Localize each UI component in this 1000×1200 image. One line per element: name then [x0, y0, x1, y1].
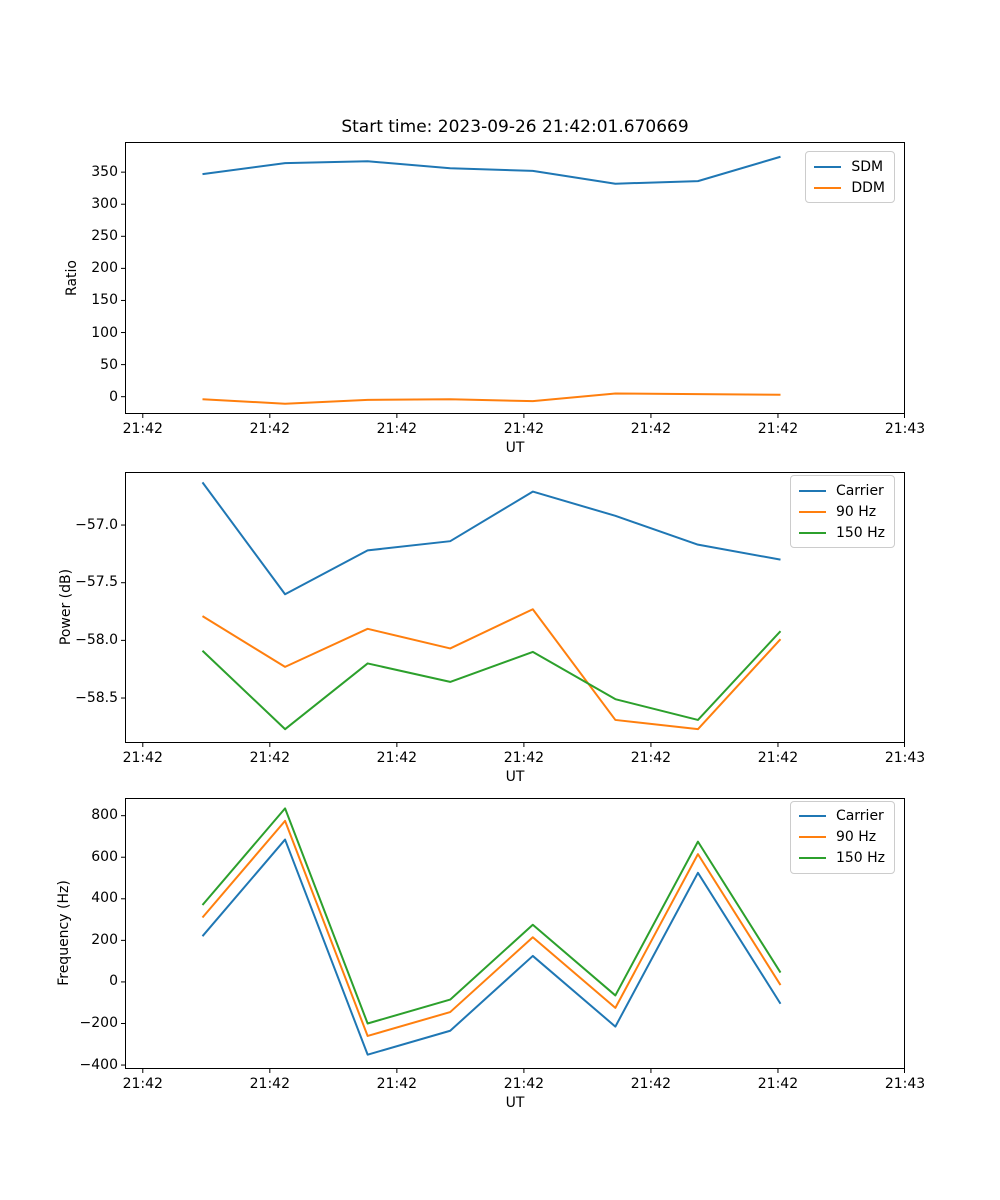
y-tick-label: 250: [91, 228, 118, 245]
legend-line-sample: [798, 815, 826, 817]
y-tick-label: −57.5: [75, 574, 118, 591]
x-tick-label: 21:42: [757, 1075, 799, 1092]
figure-title: Start time: 2023-09-26 21:42:01.670669: [341, 117, 689, 137]
x-tick-label: 21:42: [122, 749, 163, 766]
legend-label: 150 Hz: [835, 524, 885, 541]
legend: Carrier 90 Hz 150 Hz: [789, 475, 895, 548]
y-tick-label: 100: [91, 324, 118, 341]
legend-item: Carrier: [798, 480, 885, 501]
legend-item: 150 Hz: [798, 848, 885, 869]
legend-item: Carrier: [798, 806, 885, 827]
y-tick-label: 800: [91, 807, 118, 824]
legend-label: 150 Hz: [835, 850, 885, 866]
series-line-carrier: [201, 481, 781, 595]
x-tick-label: 21:43: [884, 749, 926, 766]
x-tick-label: 21:43: [884, 1075, 926, 1092]
series-line-ddm: [202, 392, 781, 405]
x-axis-label: UT: [505, 1094, 525, 1111]
x-tick-label: 21:42: [122, 1075, 163, 1092]
y-tick-label: −58.0: [75, 631, 118, 648]
legend: Carrier 90 Hz 150 Hz: [789, 800, 895, 874]
axes-frame: [125, 471, 905, 743]
y-tick-label: −57.0: [75, 516, 118, 533]
legend-line-sample: [814, 165, 842, 168]
axes-plot-area: [121, 142, 905, 418]
y-tick-label: 0: [109, 388, 118, 405]
y-tick-label: 300: [91, 196, 118, 213]
x-axis-label: UT: [505, 768, 525, 785]
y-tick-label: 0: [109, 973, 118, 990]
x-tick-label: 21:42: [376, 1075, 418, 1092]
series-line-carrier: [201, 838, 782, 1056]
legend-label: SDM: [851, 158, 884, 175]
y-tick-label: −58.5: [75, 689, 118, 706]
legend-item: 90 Hz: [798, 827, 885, 848]
legend-label: Carrier: [835, 808, 884, 824]
series-line-90-hz: [201, 819, 782, 1037]
series-line-sdm: [202, 155, 781, 185]
y-tick-label: 600: [91, 848, 118, 865]
y-tick-label: 50: [100, 356, 118, 373]
y-axis-label: Power (dB): [58, 568, 74, 646]
legend-item: DDM: [814, 177, 885, 198]
x-tick-label: 21:42: [630, 749, 672, 766]
legend-line-sample: [798, 836, 826, 838]
y-tick-label: 200: [91, 931, 118, 948]
series-line-150-hz: [201, 806, 782, 1024]
axes-frame: [125, 142, 905, 414]
series-line-150-hz: [201, 629, 782, 730]
legend: SDM DDM: [805, 151, 895, 203]
x-tick-label: 21:42: [757, 749, 799, 766]
x-tick-label: 21:42: [376, 421, 418, 437]
y-tick-label: −400: [79, 1056, 118, 1073]
legend-line-sample: [814, 186, 842, 189]
legend-label: Carrier: [835, 482, 884, 499]
x-tick-label: 21:42: [503, 421, 545, 437]
series-line-90-hz: [201, 607, 782, 730]
x-tick-label: 21:42: [630, 1075, 672, 1092]
axes-plot-area: [121, 797, 905, 1073]
axes-plot-area: [121, 471, 905, 747]
x-tick-label: 21:42: [249, 1075, 290, 1092]
legend-label: 90 Hz: [835, 503, 877, 520]
axes-frame: [125, 797, 905, 1069]
x-tick-label: 21:43: [884, 421, 926, 437]
y-tick-label: 150: [91, 292, 118, 309]
x-tick-label: 21:42: [249, 421, 290, 437]
x-tick-label: 21:42: [757, 421, 799, 437]
legend-item: SDM: [814, 156, 885, 177]
y-axis-label: Ratio: [64, 260, 80, 296]
legend-line-sample: [798, 489, 826, 492]
y-tick-label: 400: [91, 890, 118, 907]
y-axis-label: Frequency (Hz): [56, 880, 72, 986]
y-tick-label: −200: [79, 1014, 118, 1031]
x-axis-label: UT: [505, 440, 525, 456]
x-tick-label: 21:42: [630, 421, 672, 437]
x-tick-label: 21:42: [122, 421, 163, 437]
legend-line-sample: [798, 531, 826, 534]
y-tick-label: 350: [91, 164, 118, 181]
x-tick-label: 21:42: [376, 749, 418, 766]
legend-label: 90 Hz: [835, 829, 877, 845]
x-tick-label: 21:42: [249, 749, 290, 766]
legend-line-sample: [798, 510, 826, 513]
x-tick-label: 21:42: [503, 749, 545, 766]
legend-label: DDM: [851, 179, 885, 196]
legend-item: 150 Hz: [798, 522, 885, 543]
x-tick-label: 21:42: [503, 1075, 545, 1092]
y-tick-label: 200: [91, 260, 118, 277]
legend-line-sample: [798, 857, 826, 859]
legend-item: 90 Hz: [798, 501, 885, 522]
